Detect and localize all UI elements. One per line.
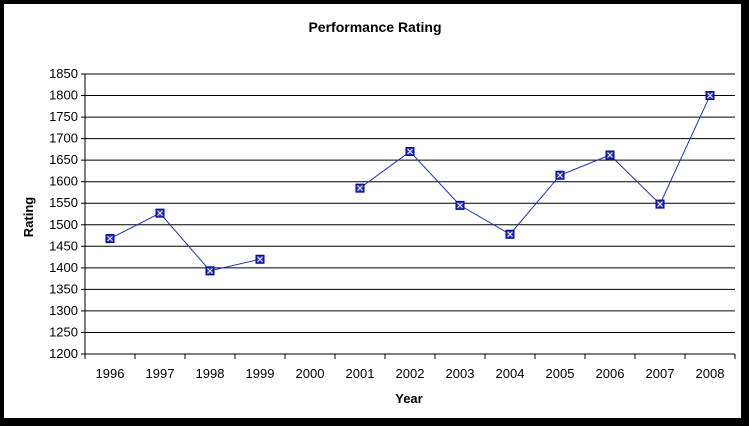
axes (81, 73, 736, 359)
chart-frame: Performance Rating 1200 1250 1300 1350 1400 1… (3, 3, 742, 419)
x-tick-labels: 1996 1997 1998 1999 2000 2001 2002 2003 2004 2005… (96, 366, 725, 381)
x-tick-label: 1996 (96, 366, 125, 381)
data-point (105, 234, 115, 244)
x-tick-label: 2005 (546, 366, 575, 381)
data-point (705, 91, 715, 101)
data-point (205, 266, 215, 276)
y-tick-labels: 1200 1250 1300 1350 1400 1450 1500 1550 1600 1650… (49, 66, 78, 361)
x-tick-label: 1998 (196, 366, 225, 381)
y-tick-label: 1350 (49, 281, 78, 296)
y-tick-label: 1500 (49, 217, 78, 232)
x-axis-title: Year (395, 391, 422, 406)
x-tick-label: 2003 (446, 366, 475, 381)
y-tick-label: 1300 (49, 303, 78, 318)
x-tick-label: 2000 (296, 366, 325, 381)
y-tick-label: 1200 (49, 346, 78, 361)
performance-chart: Performance Rating 120012501300135014001… (21, 19, 736, 406)
data-point (655, 199, 665, 209)
data-point (405, 147, 415, 157)
x-tick-label: 1997 (146, 366, 175, 381)
y-tick-label: 1250 (49, 324, 78, 339)
x-tick-label: 2002 (396, 366, 425, 381)
series-line (109, 212, 261, 272)
gridlines (85, 73, 735, 333)
chart-title: Performance Rating (308, 19, 441, 35)
x-tick-label: 1999 (246, 366, 275, 381)
data-point (555, 170, 565, 180)
y-tick-label: 1800 (49, 88, 78, 103)
x-tick-label: 2004 (496, 366, 525, 381)
y-tick-label: 1850 (49, 66, 78, 81)
x-tick-label: 2001 (346, 366, 375, 381)
y-tick-label: 1450 (49, 238, 78, 253)
y-axis-title: Rating (21, 197, 36, 238)
y-tick-label: 1750 (49, 109, 78, 124)
x-tick-label: 2008 (696, 366, 725, 381)
data-point (255, 254, 265, 264)
data-point (505, 229, 515, 239)
data-point (355, 183, 365, 193)
data-point (605, 150, 615, 160)
y-tick-label: 1700 (49, 131, 78, 146)
data-point (455, 200, 465, 210)
y-tick-label: 1600 (49, 174, 78, 189)
data-point (155, 208, 165, 218)
x-tick-label: 2006 (596, 366, 625, 381)
series-line (359, 95, 711, 235)
series-rating (105, 91, 715, 276)
y-tick-label: 1550 (49, 195, 78, 210)
y-tick-label: 1650 (49, 152, 78, 167)
y-tick-label: 1400 (49, 260, 78, 275)
x-tick-label: 2007 (646, 366, 675, 381)
